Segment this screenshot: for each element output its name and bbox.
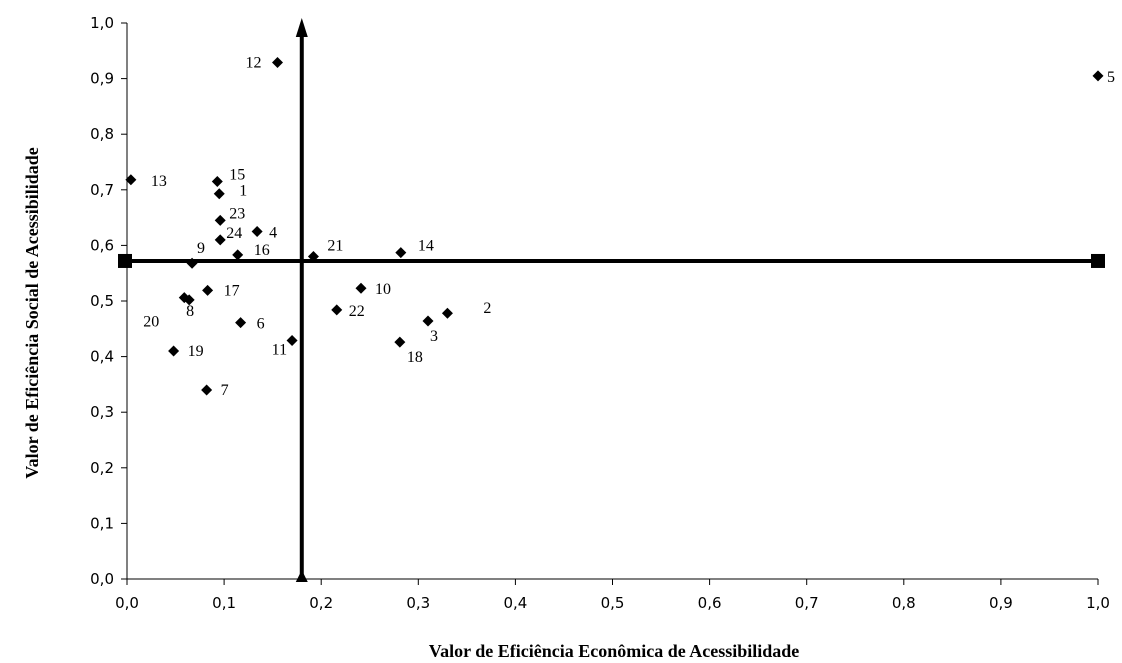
x-tick-label: 0,1	[212, 594, 236, 612]
y-tick-label: 1,0	[90, 14, 114, 32]
point-label-17: 17	[224, 282, 240, 299]
data-point-2	[441, 307, 453, 319]
point-label-16: 16	[254, 242, 270, 259]
y-tick-label: 0,9	[90, 70, 114, 88]
point-label-11: 11	[272, 341, 287, 358]
x-tick-labels: 0,0 0,1 0,2 0,3 0,4 0,5 0,6 0,7 0,8 0,9 1,0	[115, 594, 1110, 612]
data-point-3	[422, 315, 434, 327]
data-point-15	[211, 175, 223, 187]
data-point-19	[168, 345, 180, 357]
data-point-16	[232, 249, 244, 261]
horizontal-line-left-square	[118, 253, 132, 268]
data-point-17	[202, 284, 214, 296]
data-point-9	[186, 257, 198, 269]
point-label-9: 9	[197, 240, 205, 257]
point-label-1: 1	[239, 183, 247, 200]
point-label-13: 13	[151, 173, 167, 190]
point-label-2: 2	[483, 300, 491, 317]
y-tick-label: 0,4	[90, 348, 114, 366]
data-point-24	[214, 234, 226, 246]
point-label-24: 24	[226, 225, 242, 242]
point-label-6: 6	[257, 316, 265, 333]
axes	[121, 22, 1099, 585]
point-label-7: 7	[221, 382, 229, 399]
data-point-5	[1092, 70, 1104, 82]
y-tick-label: 0,2	[90, 459, 114, 477]
x-tick-label: 0,0	[115, 594, 139, 612]
y-tick-label: 0,3	[90, 403, 114, 421]
point-label-18: 18	[407, 349, 423, 366]
y-tick-label: 0,1	[90, 514, 114, 532]
vertical-line-bottom-triangle	[295, 570, 308, 582]
x-tick-label: 0,6	[698, 594, 722, 612]
point-label-23: 23	[229, 205, 245, 222]
x-tick-label: 0,5	[601, 594, 625, 612]
point-label-12: 12	[246, 54, 262, 71]
data-point-14	[395, 247, 407, 259]
y-axis-title: Valor de Eficiência Social de Acessibili…	[22, 147, 42, 479]
data-point-12	[272, 56, 284, 68]
data-point-23	[214, 214, 226, 226]
data-point-20	[178, 292, 190, 304]
x-tick-label: 0,2	[309, 594, 333, 612]
horizontal-line-right-square	[1091, 253, 1105, 268]
x-axis-title: Valor de Eficiência Econômica de Acessib…	[429, 641, 800, 661]
point-label-3: 3	[430, 328, 438, 345]
y-tick-label: 0,7	[90, 181, 114, 199]
x-tick-label: 1,0	[1086, 594, 1110, 612]
x-tick-label: 0,7	[795, 594, 819, 612]
vertical-line-arrowhead	[295, 18, 308, 37]
point-label-15: 15	[229, 166, 245, 183]
point-label-4: 4	[269, 225, 277, 242]
data-point-11	[286, 334, 298, 346]
point-label-22: 22	[349, 303, 365, 320]
y-tick-label: 0,5	[90, 292, 114, 310]
data-point-4	[251, 226, 263, 237]
x-tick-label: 0,9	[989, 594, 1013, 612]
data-point-1	[213, 188, 225, 200]
reference-lines	[118, 18, 1105, 582]
point-label-19: 19	[188, 343, 204, 360]
data-point-18	[394, 336, 406, 348]
point-label-14: 14	[418, 238, 434, 255]
data-point-21	[307, 251, 319, 263]
y-tick-label: 0,6	[90, 236, 114, 254]
x-tick-label: 0,8	[892, 594, 916, 612]
data-point-6	[235, 317, 247, 329]
x-tick-label: 0,3	[406, 594, 430, 612]
point-label-21: 21	[327, 238, 343, 255]
y-tick-label: 0,8	[90, 125, 114, 143]
point-label-8: 8	[186, 303, 194, 320]
y-tick-labels: 0,0 0,1 0,2 0,3 0,4 0,5 0,6 0,7 0,8 0,9 1,0	[90, 14, 114, 588]
data-point-22	[331, 304, 343, 316]
point-label-10: 10	[375, 281, 391, 298]
x-tick-label: 0,4	[503, 594, 527, 612]
data-point-10	[355, 282, 367, 294]
data-point-13	[125, 174, 137, 186]
point-label-5: 5	[1107, 69, 1115, 86]
data-points	[125, 56, 1104, 396]
data-point-7	[201, 384, 213, 396]
y-tick-label: 0,0	[90, 570, 114, 588]
point-label-20: 20	[143, 314, 159, 331]
